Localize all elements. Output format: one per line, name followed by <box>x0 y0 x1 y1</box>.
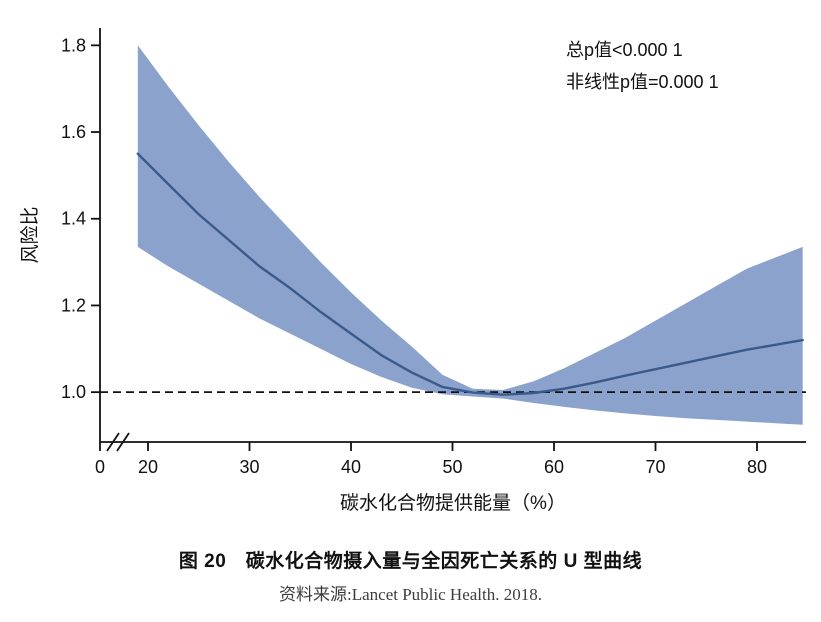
svg-text:碳水化合物提供能量（%）: 碳水化合物提供能量（%） <box>340 492 566 514</box>
p-value-annotations: 总p值<0.000 1 非线性p值=0.000 1 <box>566 34 719 99</box>
figure-source: 资料来源:Lancet Public Health. 2018. <box>0 580 821 605</box>
svg-text:1.0: 1.0 <box>61 382 86 402</box>
svg-text:20: 20 <box>138 457 158 477</box>
svg-text:80: 80 <box>747 457 767 477</box>
svg-text:40: 40 <box>341 457 361 477</box>
svg-text:风险比: 风险比 <box>19 206 41 263</box>
source-text: Lancet Public Health. 2018. <box>351 585 542 604</box>
svg-text:1.4: 1.4 <box>61 209 86 229</box>
svg-text:1.2: 1.2 <box>61 295 86 315</box>
svg-text:50: 50 <box>442 457 462 477</box>
svg-text:1.6: 1.6 <box>61 122 86 142</box>
source-label: 资料来源: <box>279 585 352 604</box>
u-curve-chart: 1.0 1.2 1.4 1.6 1.8 0 20 30 40 50 60 70 80 碳水化合物提供能量（… <box>19 28 806 514</box>
svg-text:1.8: 1.8 <box>61 35 86 55</box>
overall-p-value: 总p值<0.000 1 <box>566 40 683 60</box>
svg-text:30: 30 <box>239 457 259 477</box>
svg-text:70: 70 <box>645 457 665 477</box>
svg-text:60: 60 <box>544 457 564 477</box>
svg-text:0: 0 <box>95 457 105 477</box>
chart-container: 1.0 1.2 1.4 1.6 1.8 0 20 30 40 50 60 70 80 碳水化合物提供能量（… <box>19 28 806 514</box>
nonlinear-p-value: 非线性p值=0.000 1 <box>566 72 719 93</box>
figure-caption: 图 20 碳水化合物摄入量与全因死亡关系的 U 型曲线 <box>178 551 643 572</box>
